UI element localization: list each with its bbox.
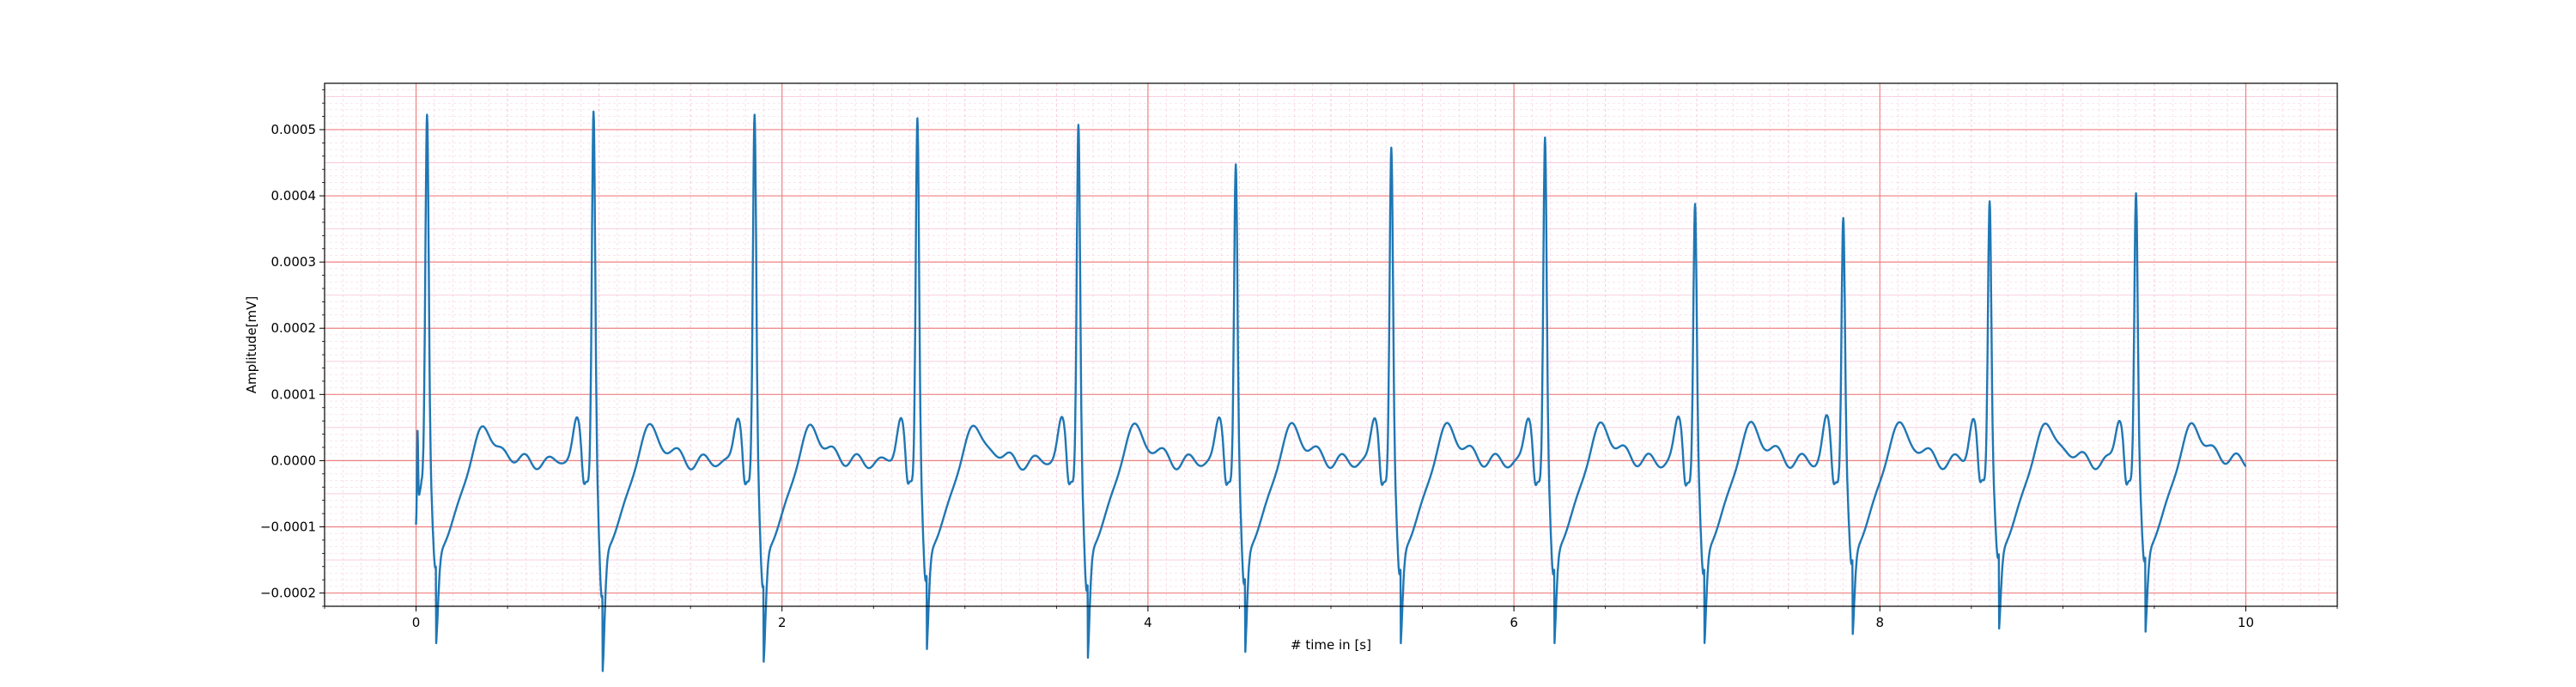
y-tick-label: 0.0002 [271,320,317,336]
ecg-series-line [415,110,2247,672]
y-tick-label: 0.0005 [271,122,317,137]
y-tick-label: 0.0003 [271,254,317,270]
y-tick-label: 0.0001 [271,386,317,402]
minor-grid [324,82,2338,607]
x-tick-label: 2 [778,615,787,630]
x-tick-label: 6 [1510,615,1518,630]
plot-background [325,83,2337,606]
x-tick-label: 0 [412,615,421,630]
y-tick-label: 0.0000 [271,453,317,468]
x-tick-label: 10 [2238,615,2254,630]
y-tick-label: 0.0004 [271,188,317,204]
x-axis-ticks: 0 2 4 6 8 10 [324,606,2338,630]
x-tick-label: 4 [1144,615,1152,630]
plot-area [324,82,2338,672]
y-axis-ticks: −0.0002 −0.0001 0.0000 0.0001 0.0002 0.0003 0.… [260,89,325,607]
x-tick-label: 8 [1875,615,1884,630]
x-axis-label: # time in [s] [1291,637,1371,653]
y-tick-label: −0.0002 [260,586,316,601]
y-axis-label: Amplitude[mV] [244,296,259,393]
series-layer [415,110,2247,672]
y-tick-label: −0.0001 [260,519,316,534]
